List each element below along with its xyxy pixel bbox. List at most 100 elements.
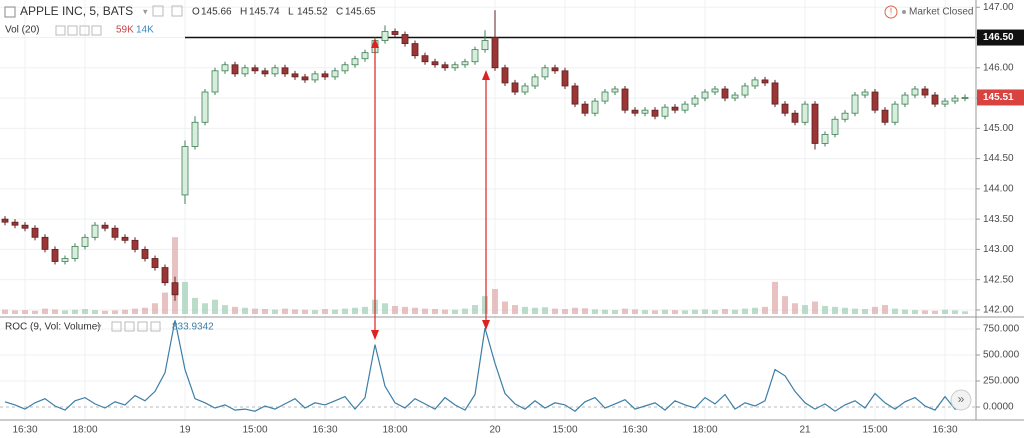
- candle-body: [801, 103, 809, 123]
- candle-body: [431, 61, 439, 66]
- ohlc-label: L: [288, 7, 294, 18]
- volume-bar: [922, 310, 928, 314]
- x-tick-label: 15:00: [242, 425, 267, 436]
- volume-bar: [522, 306, 528, 314]
- volume-bar: [792, 303, 798, 314]
- candle-body: [11, 221, 19, 226]
- candle-body: [731, 94, 739, 99]
- y-tick-label: 0.0000: [983, 402, 1014, 413]
- candle-body: [321, 73, 329, 78]
- volume-bar: [562, 309, 568, 314]
- candle-body: [531, 76, 539, 87]
- x-tick-label: 16:30: [622, 425, 647, 436]
- candle-body: [231, 64, 239, 75]
- volume-bar: [302, 309, 308, 314]
- candle-body: [291, 73, 299, 78]
- candle-body: [591, 100, 599, 114]
- y-tick-label: 145.00: [983, 123, 1014, 134]
- x-tick-label: 18:00: [72, 425, 97, 436]
- candle-body: [171, 282, 179, 296]
- volume-bar: [132, 308, 138, 314]
- volume-bar: [892, 308, 898, 314]
- volume-bar: [62, 310, 68, 314]
- icon[interactable]: [79, 25, 90, 36]
- volume-bar: [672, 310, 678, 314]
- volume-bar: [292, 309, 298, 314]
- volume-bar: [162, 292, 168, 314]
- hline-tag: [977, 29, 1024, 46]
- icon[interactable]: [91, 25, 102, 36]
- volume-bar: [32, 310, 38, 314]
- candle-body: [131, 239, 139, 250]
- candle-body: [191, 121, 199, 147]
- candle-body: [701, 91, 709, 99]
- volume-bar: [22, 310, 28, 314]
- symbol-title: APPLE INC, 5, BATS: [20, 4, 133, 18]
- candle-body: [311, 73, 319, 81]
- settings-icon[interactable]: [152, 5, 164, 17]
- icon[interactable]: [67, 25, 78, 36]
- candle-body: [341, 64, 349, 72]
- menu-caret[interactable]: ▾: [143, 6, 148, 16]
- ohlc-value: 145.74: [249, 7, 280, 18]
- volume-bar: [82, 309, 88, 314]
- roc-title: ROC (9, Vol: Volume): [5, 322, 101, 333]
- volume-bar: [932, 310, 938, 314]
- roc-value: 833.9342: [172, 322, 214, 333]
- arrow-head: [371, 330, 379, 340]
- volume-bar: [332, 309, 338, 314]
- candle-body: [571, 85, 579, 105]
- candle-body: [31, 227, 39, 238]
- scroll-button[interactable]: [950, 389, 972, 411]
- annotation-arrows: [371, 38, 490, 340]
- candle-body: [521, 85, 529, 93]
- menu-caret[interactable]: ▾: [97, 321, 102, 331]
- candle-body: [791, 112, 799, 123]
- candle-body: [671, 106, 679, 111]
- candle-body: [651, 109, 659, 117]
- volume-bar: [322, 309, 328, 314]
- icon[interactable]: [111, 321, 122, 332]
- x-tick-label: 18:00: [382, 425, 407, 436]
- ohlc-values: O 145.66 H 145.74 L 145.52 C 145.65: [192, 7, 376, 18]
- scroll-icon[interactable]: »: [958, 392, 965, 406]
- status-dot: [902, 10, 906, 14]
- volume-bar: [552, 308, 558, 314]
- symbol-icon: [4, 6, 16, 18]
- candle-body: [201, 91, 209, 123]
- candle-body: [721, 88, 729, 99]
- candle-body: [81, 236, 89, 247]
- volume-bar: [952, 310, 958, 314]
- y-tick-label: 142.00: [983, 305, 1014, 316]
- ohlc-label: H: [240, 7, 247, 18]
- volume-bar: [282, 308, 288, 314]
- volume-bar: [42, 308, 48, 314]
- ohlc-label: O: [192, 7, 200, 18]
- icon[interactable]: [137, 321, 148, 332]
- candle-body: [61, 258, 69, 262]
- candle-body: [411, 43, 419, 57]
- volume-title: Vol (20): [5, 25, 39, 36]
- volume-bar: [962, 311, 968, 314]
- candle-body: [661, 106, 669, 117]
- volume-bar: [762, 306, 768, 314]
- candle-body: [951, 97, 959, 102]
- candle-body: [541, 67, 549, 78]
- icon[interactable]: [124, 321, 135, 332]
- y-tick-label: 144.00: [983, 184, 1014, 195]
- candle-body: [771, 82, 779, 105]
- volume-bar: [382, 303, 388, 314]
- volume-value: 59K: [116, 25, 134, 36]
- volume-bar: [512, 305, 518, 314]
- roc-line: [4, 320, 966, 412]
- candle-body: [711, 88, 719, 93]
- candle-body: [581, 103, 589, 114]
- format-icon[interactable]: [171, 5, 183, 17]
- icon[interactable]: [55, 25, 66, 36]
- candle-body: [91, 224, 99, 238]
- volume-bar: [442, 309, 448, 314]
- candle-body: [381, 31, 389, 41]
- icon[interactable]: [150, 321, 161, 332]
- candle-body: [71, 245, 79, 259]
